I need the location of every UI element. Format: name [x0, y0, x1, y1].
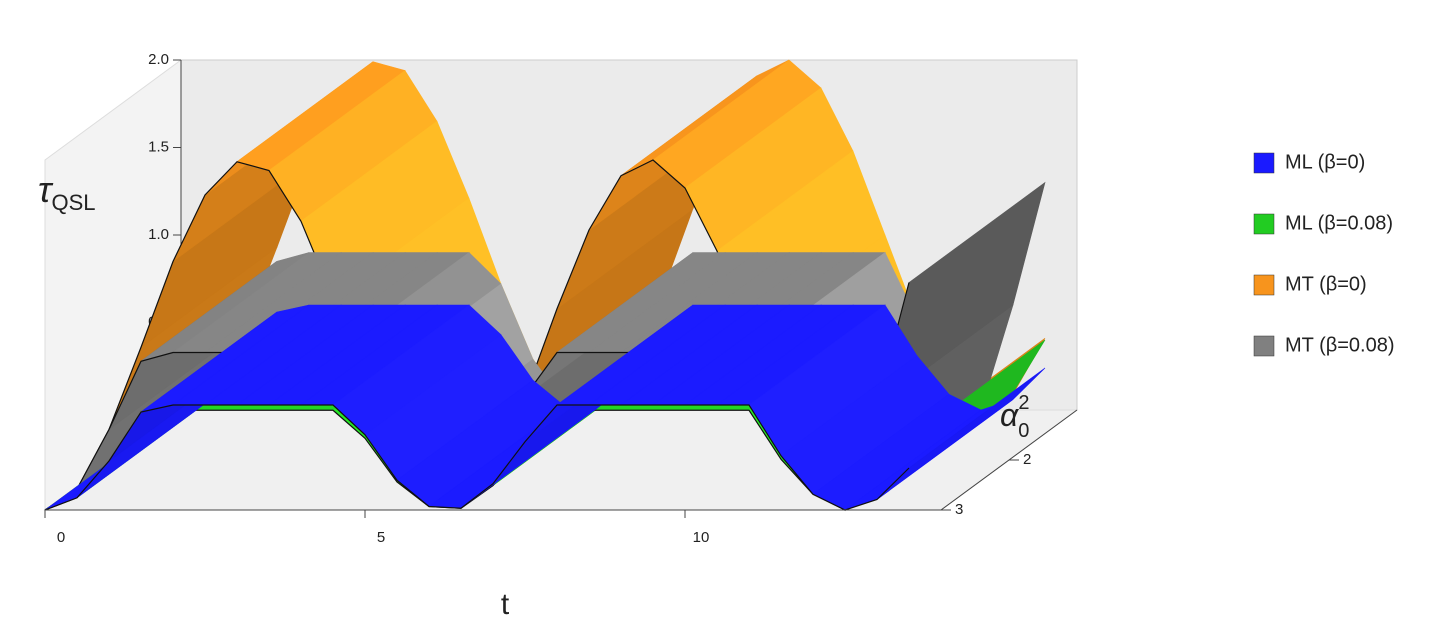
z-tick-label: 1.5: [148, 138, 169, 155]
y-axis-label: α0 2: [1000, 392, 1030, 442]
z-axis-label: τQSL: [38, 169, 96, 215]
z-label-sub: QSL: [51, 190, 95, 215]
legend-swatch: [1253, 213, 1275, 235]
z-tick-label: 1.0: [148, 226, 169, 243]
x-tick-label: 10: [693, 529, 710, 546]
y-label-main: α: [1000, 397, 1019, 433]
y-tick-label: 2: [1023, 451, 1031, 468]
y-label-sub: 0: [1018, 420, 1029, 442]
y-tick-label: 3: [955, 501, 963, 518]
surface-edge: [44, 404, 910, 511]
legend-label: ML (β=0.08): [1285, 212, 1393, 234]
legend: ML (β=0) ML (β=0.08) MT (β=0) MT (β=0.08): [1253, 151, 1395, 357]
legend-label: ML (β=0): [1285, 151, 1365, 173]
legend-swatch: [1253, 152, 1275, 174]
legend-swatch: [1253, 274, 1275, 296]
legend-label: MT (β=0.08): [1285, 334, 1395, 356]
legend-swatch: [1253, 335, 1275, 357]
y-label-sup: 2: [1018, 392, 1029, 414]
z-label-main: τ: [38, 169, 54, 210]
x-tick-label: 0: [57, 529, 65, 546]
x-axis-label: t: [501, 588, 510, 621]
z-tick-label: 2.0: [148, 51, 169, 68]
legend-label: MT (β=0): [1285, 273, 1367, 295]
x-tick-label: 5: [377, 529, 385, 546]
